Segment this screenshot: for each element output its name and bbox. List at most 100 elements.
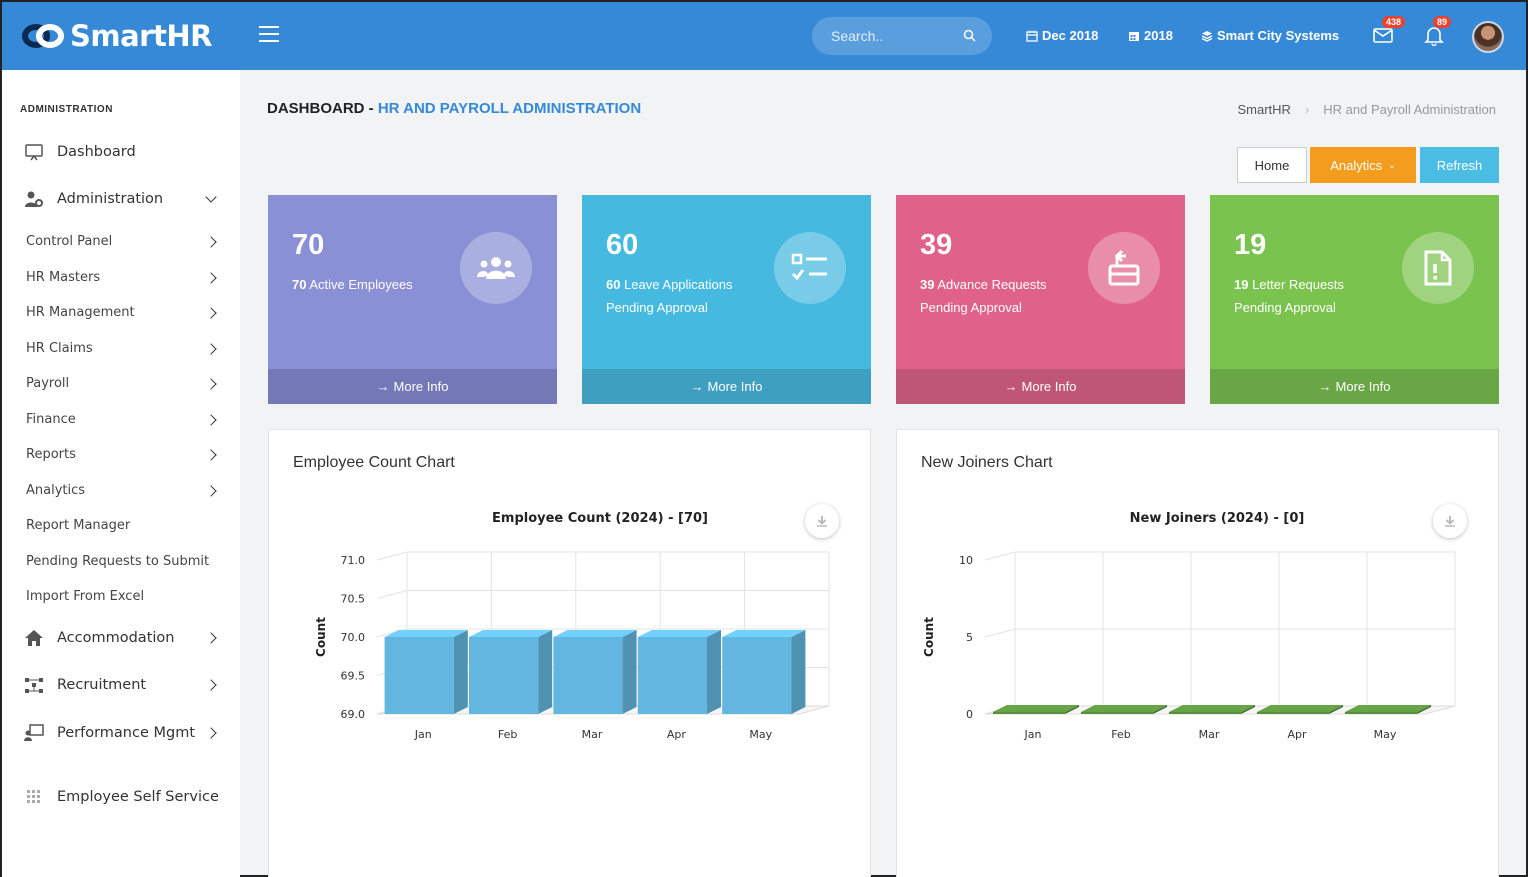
x-tick-label: Feb: [1111, 728, 1130, 741]
sidebar: ADMINISTRATION Dashboard Administration …: [2, 70, 240, 877]
more-info-link[interactable]: → More Info: [582, 369, 871, 404]
sidebar-item-label: Reports: [26, 446, 76, 462]
y-axis-label: Count: [314, 617, 328, 657]
layers-icon: [1201, 30, 1213, 42]
sidebar-item-hr-management[interactable]: HR Management: [2, 303, 240, 321]
sidebar-item-reports[interactable]: Reports: [2, 445, 240, 463]
bar-side: [1065, 705, 1080, 714]
sidebar-item-label: Import From Excel: [26, 588, 145, 604]
sidebar-item-administration[interactable]: Administration: [2, 187, 240, 211]
chart-gridline-side: [984, 551, 1016, 561]
year-label: 2018: [1144, 28, 1173, 43]
search-box: [812, 17, 992, 55]
month-selector[interactable]: Dec 2018: [1026, 28, 1098, 43]
bar-side: [538, 630, 553, 714]
bar-top: [992, 705, 1080, 712]
analytics-dropdown-button[interactable]: Analytics ⌄: [1310, 147, 1416, 183]
user-avatar[interactable]: [1472, 21, 1504, 53]
sidebar-item-analytics[interactable]: Analytics: [2, 481, 240, 499]
y-tick-label: 70.0: [341, 631, 366, 644]
sidebar-item-label: Administration: [57, 191, 164, 207]
y-tick-label: 70.5: [341, 593, 366, 606]
breadcrumb: SmartHR › HR and Payroll Administration: [1238, 102, 1497, 117]
chevron-right-icon: [205, 632, 217, 644]
chart-bar: [1256, 705, 1344, 714]
chart-bar: [992, 705, 1080, 714]
month-label: Dec 2018: [1042, 28, 1099, 43]
y-tick-label: 69.5: [341, 670, 366, 683]
bar-top: [1256, 705, 1344, 712]
sidebar-item-employee-self-service[interactable]: Employee Self Service: [2, 785, 240, 809]
sidebar-item-control-panel[interactable]: Control Panel: [2, 232, 240, 250]
x-tick-label: May: [1374, 728, 1397, 741]
bar-side: [453, 630, 468, 714]
chevron-down-icon: [205, 191, 217, 203]
sidebar-item-performance[interactable]: Performance Mgmt: [2, 721, 240, 745]
bar-front: [722, 637, 792, 714]
card-description: 60 Leave Applications Pending Approval: [606, 277, 733, 315]
sidebar-item-accommodation[interactable]: Accommodation: [2, 626, 240, 650]
menu-toggle-button[interactable]: [259, 26, 279, 42]
year-selector[interactable]: 2018: [1128, 28, 1173, 43]
sidebar-item-label: Pending Requests to Submit: [26, 553, 210, 569]
download-chart-button[interactable]: [805, 504, 839, 538]
bar-front: [1168, 712, 1242, 714]
monitor-icon: [25, 144, 43, 161]
bar-side: [1241, 705, 1256, 714]
sidebar-item-payroll[interactable]: Payroll: [2, 374, 240, 392]
bell-icon: [1424, 27, 1444, 47]
sidebar-item-label: Performance Mgmt: [57, 725, 196, 741]
more-info-link[interactable]: → More Info: [1210, 369, 1499, 404]
card-description: 70 Active Employees: [292, 277, 413, 292]
sidebar-item-hr-masters[interactable]: HR Masters: [2, 268, 240, 286]
sidebar-item-label: Finance: [26, 411, 76, 427]
notifications-button[interactable]: 89: [1423, 16, 1452, 48]
app-logo[interactable]: SmartHR: [22, 16, 212, 56]
y-tick-label: 71.0: [341, 554, 366, 567]
logo-text: SmartHR: [70, 19, 212, 53]
presentation-icon: [24, 724, 44, 741]
bar-side: [1153, 705, 1168, 714]
sidebar-item-report-manager[interactable]: Report Manager: [2, 516, 240, 534]
sidebar-item-finance[interactable]: Finance: [2, 410, 240, 428]
card-description: 39 Advance Requests Pending Approval: [920, 277, 1047, 315]
bar-top: [1168, 705, 1256, 712]
bar-front: [384, 637, 454, 714]
sidebar-item-label: HR Management: [26, 304, 135, 320]
mail-count-badge: 438: [1382, 16, 1406, 28]
more-info-link[interactable]: → More Info: [896, 369, 1185, 404]
arrow-right-icon: →: [376, 379, 390, 394]
arrow-right-icon: →: [1004, 379, 1018, 394]
chart-bar: [468, 630, 553, 714]
bar-side: [1329, 705, 1344, 714]
breadcrumb-item[interactable]: SmartHR: [1237, 102, 1291, 117]
page-title: DASHBOARD - HR AND PAYROLL ADMINISTRATIO…: [267, 100, 641, 117]
company-selector[interactable]: Smart City Systems: [1201, 28, 1339, 43]
x-tick-label: May: [749, 728, 772, 741]
bar-top: [637, 630, 722, 637]
chevron-right-icon: [205, 272, 217, 284]
more-info-link[interactable]: → More Info: [268, 369, 557, 404]
x-tick-label: Jan: [1024, 728, 1042, 741]
bar-front: [1080, 712, 1154, 714]
user-gear-icon: [25, 191, 43, 207]
sidebar-item-pending-requests[interactable]: Pending Requests to Submit: [2, 552, 240, 570]
download-chart-button[interactable]: [1433, 504, 1467, 538]
chart-bar: [1168, 705, 1256, 714]
search-input[interactable]: [812, 17, 952, 55]
chart-bar: [722, 630, 806, 714]
chevron-right-icon: [205, 307, 217, 319]
mail-button[interactable]: 438: [1372, 16, 1406, 48]
chart-gridline-side: [376, 590, 408, 599]
sidebar-item-dashboard[interactable]: Dashboard: [2, 140, 240, 164]
refresh-button[interactable]: Refresh: [1420, 147, 1499, 183]
sidebar-item-recruitment[interactable]: Recruitment: [2, 673, 240, 697]
arrow-right-icon: →: [690, 379, 704, 394]
search-icon[interactable]: [963, 29, 976, 42]
x-tick-label: Apr: [1287, 728, 1307, 741]
sidebar-item-hr-claims[interactable]: HR Claims: [2, 339, 240, 357]
sidebar-item-import-excel[interactable]: Import From Excel: [2, 587, 240, 605]
bar-top: [468, 630, 553, 637]
home-button[interactable]: Home: [1237, 147, 1307, 183]
chevron-right-icon: [205, 378, 217, 390]
